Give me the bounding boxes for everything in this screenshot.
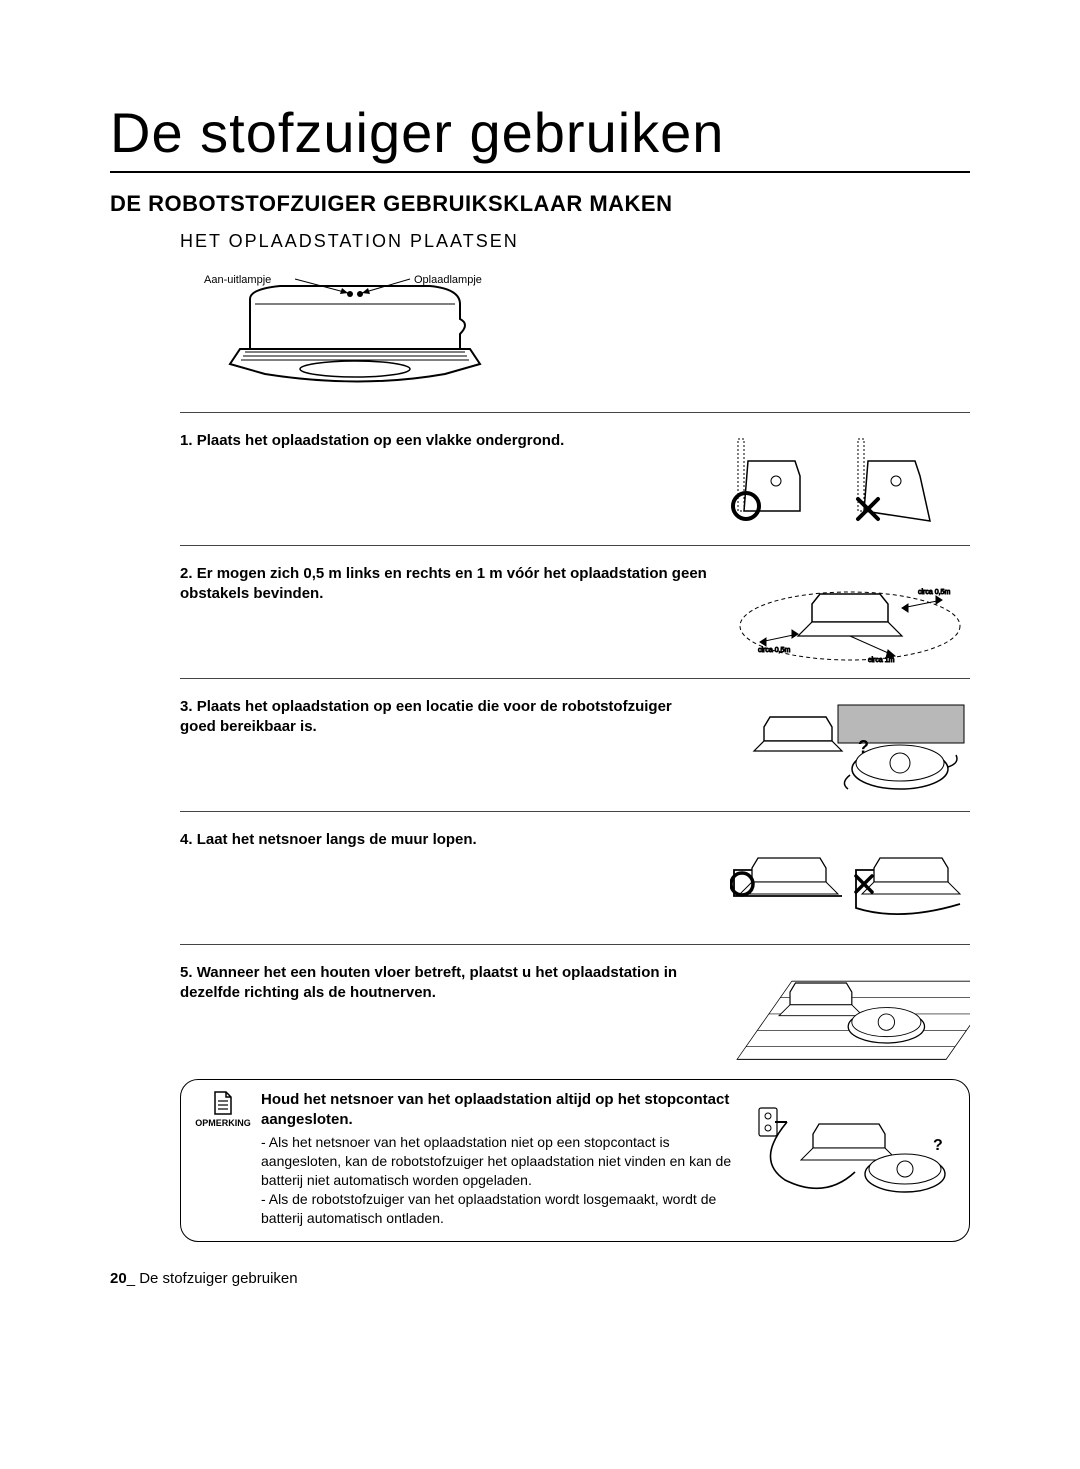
sub-title: HET OPLAADSTATION PLAATSEN xyxy=(180,231,970,252)
step-5: 5. Wanneer het een houten vloer betreft,… xyxy=(180,955,970,1069)
note-icon xyxy=(212,1090,234,1116)
step-3-text: Plaats het oplaadstation op een locatie … xyxy=(180,698,672,735)
step-4-figure xyxy=(730,830,970,930)
step-5-text: Wanneer het een houten vloer betreft, pl… xyxy=(180,964,677,1001)
fig2-left: circa 0,5m xyxy=(758,647,790,654)
step-1: 1. Plaats het oplaadstation op een vlakk… xyxy=(180,423,970,537)
step-5-num: 5. xyxy=(180,964,193,981)
fig2-front: circa 1m xyxy=(868,657,895,664)
hero-label-power: Aan-uitlampje xyxy=(204,274,271,286)
hero-station-figure: Aan-uitlampje Oplaadlampje xyxy=(210,264,530,394)
step-2-figure: circa 0,5m circa 0,5m circa 1m xyxy=(730,564,970,664)
note-line-2: - Als de robotstofzuiger van het oplaads… xyxy=(261,1190,735,1228)
step-1-text: Plaats het oplaadstation op een vlakke o… xyxy=(197,432,565,449)
note-line-1: - Als het netsnoer van het oplaadstation… xyxy=(261,1133,735,1190)
step-4: 4. Laat het netsnoer langs de muur lopen… xyxy=(180,822,970,936)
fig2-right: circa 0,5m xyxy=(918,589,950,596)
page-footer: 20_ De stofzuiger gebruiken xyxy=(110,1270,970,1287)
svg-text:?: ? xyxy=(858,737,869,757)
footer-text: _ De stofzuiger gebruiken xyxy=(127,1270,298,1287)
step-1-num: 1. xyxy=(180,432,193,449)
note-figure: ? xyxy=(745,1090,955,1210)
step-4-text: Laat het netsnoer langs de muur lopen. xyxy=(197,831,477,848)
page-number: 20 xyxy=(110,1270,127,1287)
step-2-text: Er mogen zich 0,5 m links en rechts en 1… xyxy=(180,565,707,602)
step-3: 3. Plaats het oplaadstation op een locat… xyxy=(180,689,970,803)
step-2: 2. Er mogen zich 0,5 m links en rechts e… xyxy=(180,556,970,670)
note-box: OPMERKING Houd het netsnoer van het opla… xyxy=(180,1079,970,1242)
step-3-num: 3. xyxy=(180,698,193,715)
step-5-figure xyxy=(730,963,970,1063)
step-2-num: 2. xyxy=(180,565,193,582)
main-title: De stofzuiger gebruiken xyxy=(110,100,970,173)
section-title: DE ROBOTSTOFZUIGER GEBRUIKSKLAAR MAKEN xyxy=(110,191,970,217)
svg-text:?: ? xyxy=(933,1137,943,1154)
step-4-num: 4. xyxy=(180,831,193,848)
note-tag: OPMERKING xyxy=(195,1090,251,1227)
note-title: Houd het netsnoer van het oplaadstation … xyxy=(261,1090,735,1129)
note-tag-text: OPMERKING xyxy=(195,1118,251,1128)
hero-label-charge: Oplaadlampje xyxy=(414,274,482,286)
step-3-figure: ? xyxy=(730,697,970,797)
step-1-figure xyxy=(730,431,970,531)
